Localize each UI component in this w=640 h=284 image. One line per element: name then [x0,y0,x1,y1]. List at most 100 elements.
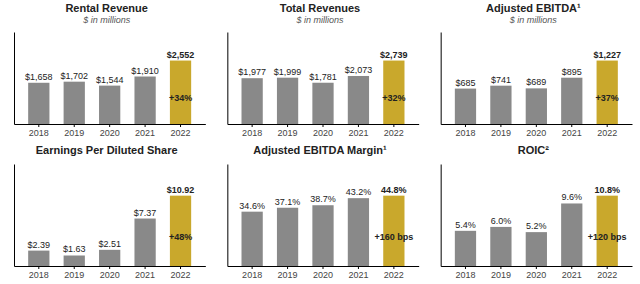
x-tick-label: 2018 [242,270,262,280]
panel: Earnings Per Diluted Share$2.39$1.63$2.5… [15,144,206,280]
data-label: 37.1% [275,197,301,207]
bars [242,61,405,124]
x-tick: 2018 [242,124,262,138]
x-axis: 2018 2019 2020 2021 2022 [441,124,632,138]
data-label: $685 [455,78,475,88]
x-tick: 2020 [100,124,120,138]
x-tick-label: 2020 [100,270,120,280]
x-axis: 20182019202020212022 [228,266,419,280]
bar [28,83,49,124]
x-axis-line [228,124,419,125]
bar [277,78,298,124]
x-tick-mark [500,266,501,269]
y-axis-line [441,33,442,125]
x-tick-label: 2021 [135,270,155,280]
data-labels: $1,658$1,702$1,544$1,910$2,552 [25,50,194,85]
subtitle: $ in millions [82,15,131,25]
data-labels: $2.39$1.63$2.51$7.37$10.92 [28,185,195,255]
y-axis-line [14,33,15,125]
data-label: 34.6% [239,201,265,211]
data-label: 44.8% [381,185,407,195]
bar [312,205,333,266]
data-label: $1,227 [593,50,621,60]
x-tick-label: 2021 [562,128,582,138]
x-tick-mark [607,266,608,269]
bar [455,231,476,266]
y-axis-line [441,165,442,267]
y-axis [227,33,228,125]
bar [28,251,49,266]
x-tick-mark [74,266,75,269]
x-tick-label: 2022 [171,270,191,280]
x-tick-label: 2020 [100,128,120,138]
x-tick-mark [252,124,253,127]
bar [134,77,155,124]
x-tick: 2021 [135,266,155,280]
title: Total Revenues [280,2,361,14]
y-axis-line [227,33,228,125]
x-tick-label: 2019 [278,128,298,138]
data-label: $2,073 [345,65,373,75]
bar [277,208,298,266]
title: Adjusted EBITDA Margin¹ [253,144,387,156]
annotation: +160 bps [374,232,413,242]
x-tick-mark [180,266,181,269]
x-tick-mark [252,266,253,269]
bar [242,212,263,266]
x-tick-label: 2021 [348,270,368,280]
x-tick: 2019 [491,266,511,280]
data-labels: 5.4%6.0%5.2%9.6%10.8% [455,185,620,231]
title: ROIC² [518,144,550,156]
bar [99,250,120,266]
panel: Adjusted EBITDA¹$ in millions$685$741$68… [441,2,632,138]
data-label: 38.7% [310,194,336,204]
y-axis [14,33,15,125]
data-label: $895 [562,67,582,77]
x-axis: 20182019202020212022 [441,266,632,280]
data-label: $2,739 [380,50,408,60]
x-tick-mark [145,266,146,269]
x-axis: 20182019202020212022 [228,124,419,138]
x-tick: 2019 [278,266,298,280]
x-tick-label: 2021 [562,270,582,280]
x-tick-mark [500,124,501,127]
x-tick: 2019 [64,124,84,138]
subtitle: $ in millions [295,15,344,25]
annotation: +37% [596,93,619,103]
data-label: 5.4% [455,220,476,230]
x-tick-mark [323,124,324,127]
x-tick-label: 2022 [597,128,617,138]
data-label: $1,781 [309,72,337,82]
x-tick: 2020 [526,124,546,138]
x-tick: 2019 [491,124,511,138]
x-tick: 2021 [562,266,582,280]
data-label: 10.8% [594,185,620,195]
x-tick: 2018 [29,266,49,280]
x-tick: 2018 [29,124,49,138]
data-label: 43.2% [346,187,372,197]
x-tick: 2020 [526,266,546,280]
x-tick-label: 2018 [29,128,49,138]
data-label: $10.92 [167,185,195,195]
x-tick-mark [465,266,466,269]
x-tick-label: 2018 [242,128,262,138]
bar [490,227,511,266]
title: Adjusted EBITDA¹ [486,2,581,14]
x-tick-mark [571,124,572,127]
x-tick-mark [145,124,146,127]
x-tick: 2018 [242,266,262,280]
x-tick-mark [180,124,181,127]
x-axis: 2018 2019 2020 2021 2022 [15,124,206,138]
x-tick: 2021 [135,124,155,138]
x-tick-mark [38,266,39,269]
x-tick-label: 2018 [455,128,475,138]
bar [99,86,120,124]
x-tick-mark [393,124,394,127]
x-tick: 2022 [171,266,191,280]
data-label: $689 [526,77,546,87]
x-tick: 2019 [278,124,298,138]
x-tick-mark [323,266,324,269]
x-tick-label: 2021 [348,128,368,138]
subtitle: $ in millions [509,15,558,25]
x-tick: 2022 [171,124,191,138]
